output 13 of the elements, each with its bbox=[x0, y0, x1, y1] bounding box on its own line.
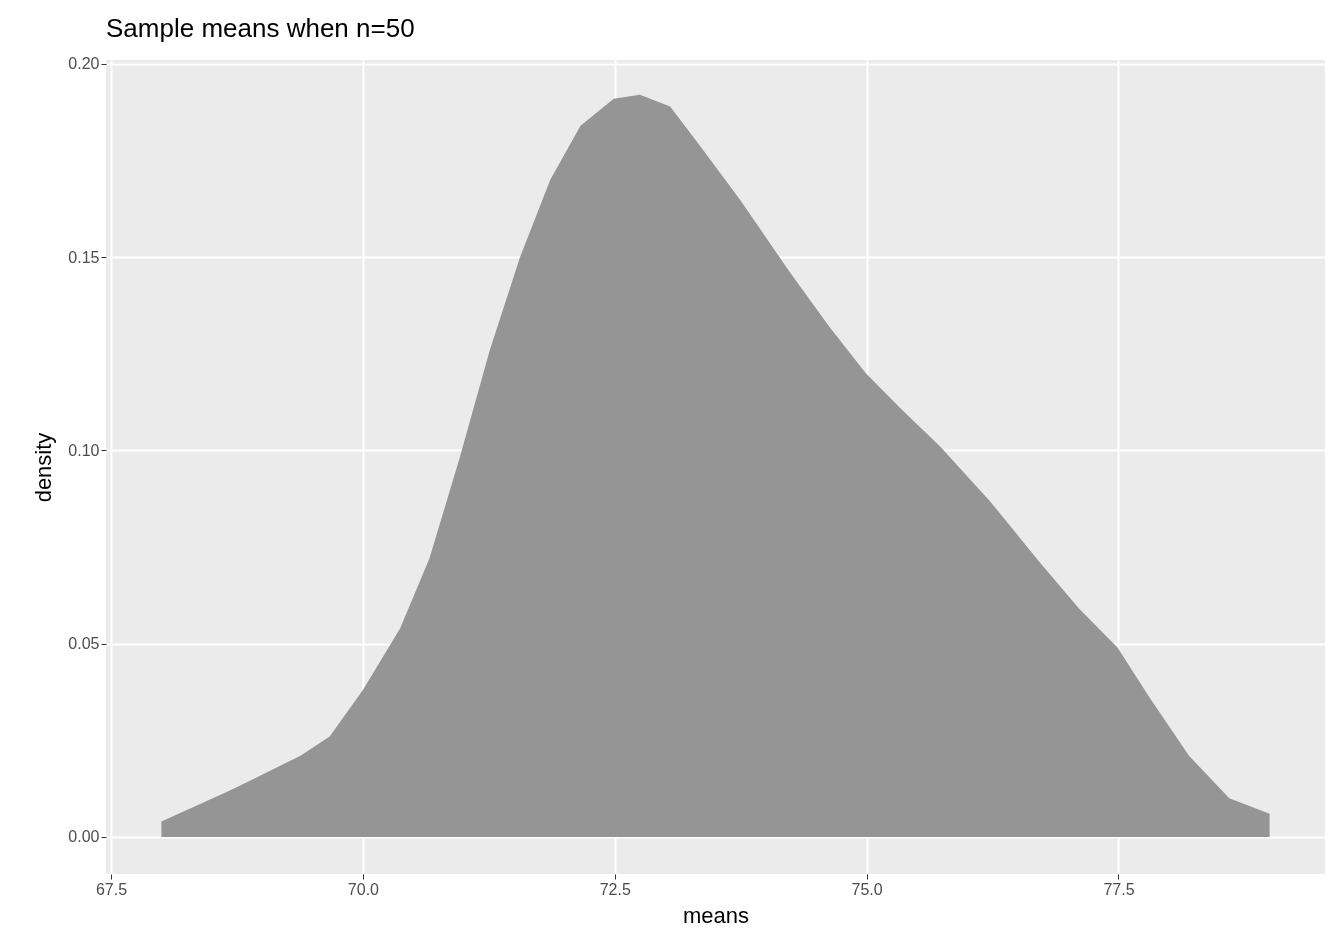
x-tick-label: 67.5 bbox=[95, 880, 128, 898]
x-tick-label: 77.5 bbox=[1103, 880, 1135, 898]
x-tick-label: 72.5 bbox=[599, 880, 631, 898]
chart-title: Sample means when n=50 bbox=[106, 12, 415, 43]
x-tick-label: 75.0 bbox=[851, 880, 883, 898]
y-axis-title: density bbox=[31, 432, 57, 503]
y-tick-label: 0.05 bbox=[68, 635, 100, 653]
x-tick-label: 70.0 bbox=[347, 880, 380, 898]
y-tick-label: 0.10 bbox=[68, 441, 100, 459]
y-tick-label: 0.15 bbox=[68, 248, 100, 266]
x-axis-title: means bbox=[682, 902, 750, 928]
y-tick-label: 0.20 bbox=[68, 55, 100, 73]
y-tick-label: 0.00 bbox=[68, 828, 100, 846]
